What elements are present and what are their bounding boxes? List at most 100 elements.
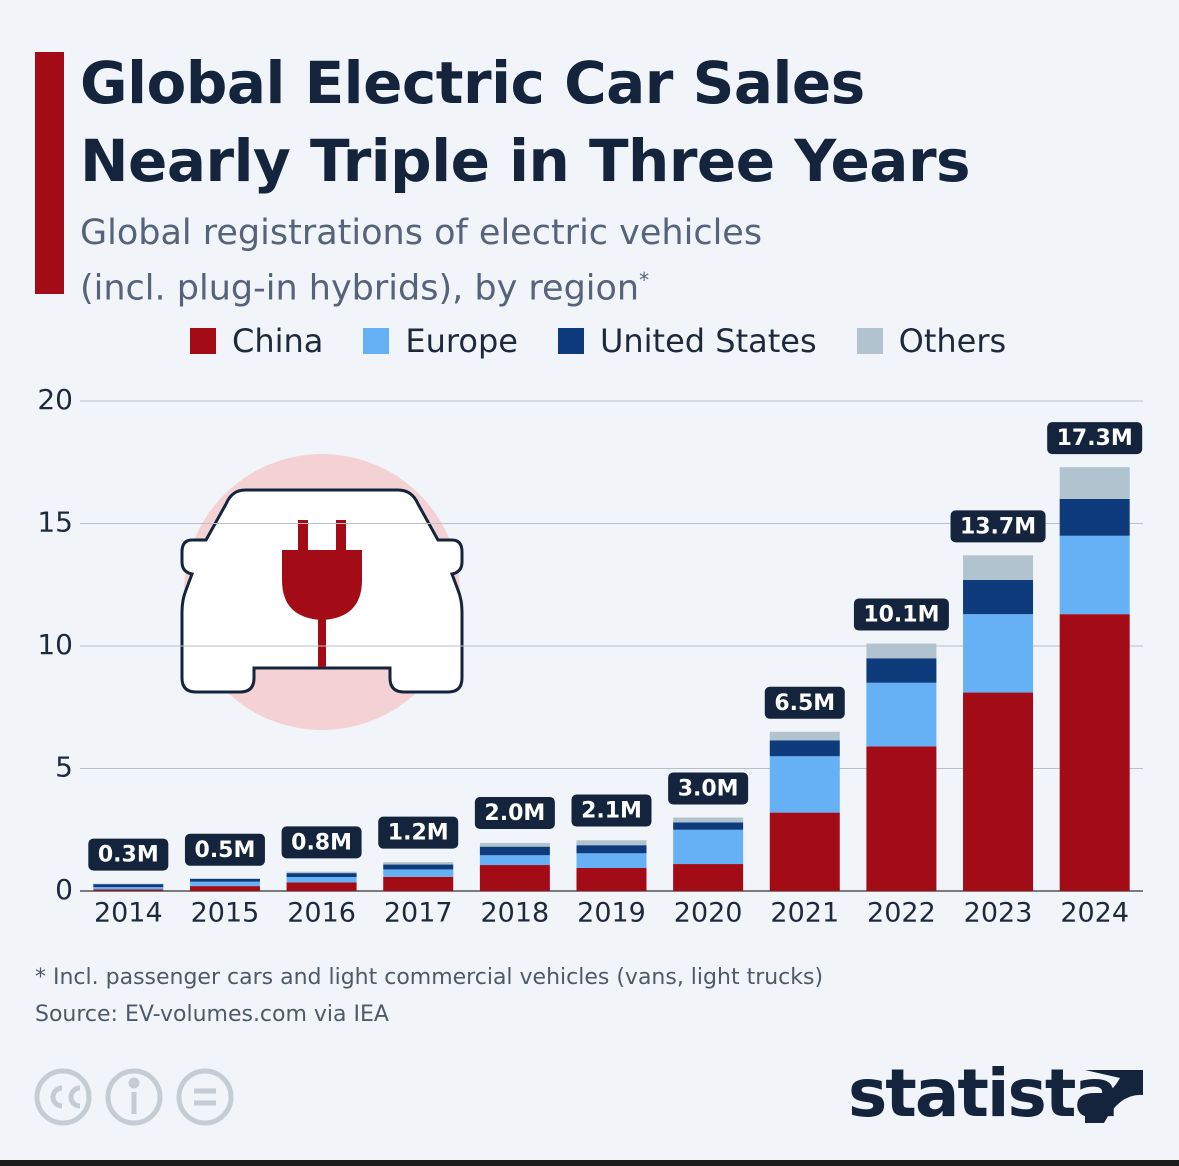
footnote: * Incl. passenger cars and light commerc…	[35, 965, 824, 990]
subtitle-mark: *	[639, 268, 650, 292]
bar-segment	[673, 822, 744, 830]
x-tick-label: 2016	[287, 898, 356, 929]
bar-segment	[963, 692, 1034, 891]
bar-segment	[189, 886, 260, 891]
legend-label: Others	[898, 322, 1007, 360]
total-label: 6.5M	[774, 691, 835, 716]
bar-segment	[286, 877, 357, 883]
legend-swatch	[557, 328, 584, 354]
x-tick-label: 2018	[481, 898, 550, 929]
x-tick-label: 2020	[674, 898, 743, 929]
x-tick-label: 2019	[577, 898, 646, 929]
bar-segment	[286, 871, 357, 874]
total-label-box	[474, 797, 555, 829]
total-label-box	[668, 772, 749, 805]
total-label-box	[281, 826, 362, 859]
total-label-box	[853, 598, 949, 631]
x-tick-label: 2017	[384, 898, 453, 929]
bar-segment	[576, 853, 647, 868]
bar-segment	[673, 817, 744, 823]
bar-segment	[1059, 535, 1130, 615]
legend-item: United States	[557, 322, 817, 360]
bar-segment	[1059, 467, 1130, 499]
total-label-box	[764, 686, 845, 719]
total-label: 0.5M	[195, 838, 256, 863]
bar-segment	[286, 882, 357, 891]
total-label: 13.7M	[960, 514, 1036, 539]
legend-label: China	[232, 322, 324, 360]
total-label: 1.2M	[388, 821, 449, 846]
y-tick-label: 15	[37, 506, 73, 539]
bar-segment	[769, 740, 840, 757]
x-tick-label: 2015	[191, 898, 260, 929]
bar-segment	[866, 746, 937, 891]
x-tick-label: 2023	[964, 898, 1033, 929]
total-label: 2.0M	[484, 801, 545, 826]
total-label-box	[1047, 422, 1143, 455]
total-label: 17.3M	[1057, 426, 1133, 451]
bar-segment	[189, 878, 260, 879]
bar-segment	[383, 869, 454, 877]
bar-segment	[866, 658, 937, 683]
bar-segment	[286, 873, 357, 878]
bar-segment	[93, 884, 164, 888]
bar-segment	[769, 731, 840, 741]
bar-segment	[189, 878, 260, 882]
bar-segment	[93, 889, 164, 891]
bar-segment	[963, 614, 1034, 693]
bar-segment	[576, 867, 647, 891]
bar-segment	[576, 845, 647, 854]
bar-segment	[189, 881, 260, 887]
bar-segment	[383, 864, 454, 870]
total-label: 0.8M	[291, 830, 352, 855]
legend-swatch	[190, 328, 216, 354]
y-tick-label: 20	[37, 383, 73, 416]
total-label-box	[378, 816, 459, 849]
accent-bar	[35, 52, 64, 294]
x-tick-label: 2021	[770, 898, 839, 929]
title: Global Electric Car Sales Nearly Triple …	[80, 49, 971, 195]
legend-label: United States	[599, 322, 817, 360]
legend-item: Europe	[363, 322, 518, 360]
bar-segment	[866, 682, 937, 747]
total-label-box	[88, 838, 169, 871]
source: Source: EV-volumes.com via IEA	[35, 1002, 389, 1027]
bar-segment	[93, 887, 164, 890]
bottom-rule	[0, 1160, 1179, 1166]
y-tick-label: 5	[55, 751, 73, 784]
total-label-box	[950, 510, 1046, 543]
bar-segment	[1059, 499, 1130, 536]
x-tick-label: 2022	[867, 898, 936, 929]
legend-item: China	[190, 322, 323, 360]
cc-icons	[34, 1068, 234, 1126]
bar-segment	[673, 829, 744, 865]
subtitle-text: Global registrations of electric vehicle…	[80, 213, 763, 309]
y-tick-label: 10	[37, 628, 73, 661]
legend-swatch	[856, 328, 883, 354]
legend-swatch	[363, 328, 390, 354]
legend-item: Others	[856, 322, 1007, 360]
bar-segment	[963, 555, 1034, 580]
brand: statista	[848, 1055, 1119, 1132]
bar-segment	[769, 756, 840, 813]
car-icon	[180, 454, 464, 730]
bar-segment	[479, 855, 550, 866]
total-label: 2.1M	[581, 799, 642, 824]
bar-segment	[383, 876, 454, 891]
subtitle: Global registrations of electric vehicle…	[80, 210, 800, 313]
bar-segment	[769, 812, 840, 891]
bar-segment	[866, 643, 937, 659]
bar-segment	[673, 864, 744, 891]
total-label: 3.0M	[678, 777, 739, 802]
x-tick-label: 2014	[94, 898, 163, 929]
bar-segment	[479, 846, 550, 856]
total-label-box	[184, 833, 265, 866]
bar-segment	[479, 865, 550, 891]
x-tick-label: 2024	[1060, 898, 1129, 929]
plot: 0 5 10 15 20 2014 0.3M 2015 0.5M 2016 0.8M 2017 1.2M…	[37, 383, 1143, 929]
legend-label: Europe	[405, 322, 518, 360]
total-label: 10.1M	[863, 603, 939, 628]
y-tick-label: 0	[55, 873, 73, 906]
